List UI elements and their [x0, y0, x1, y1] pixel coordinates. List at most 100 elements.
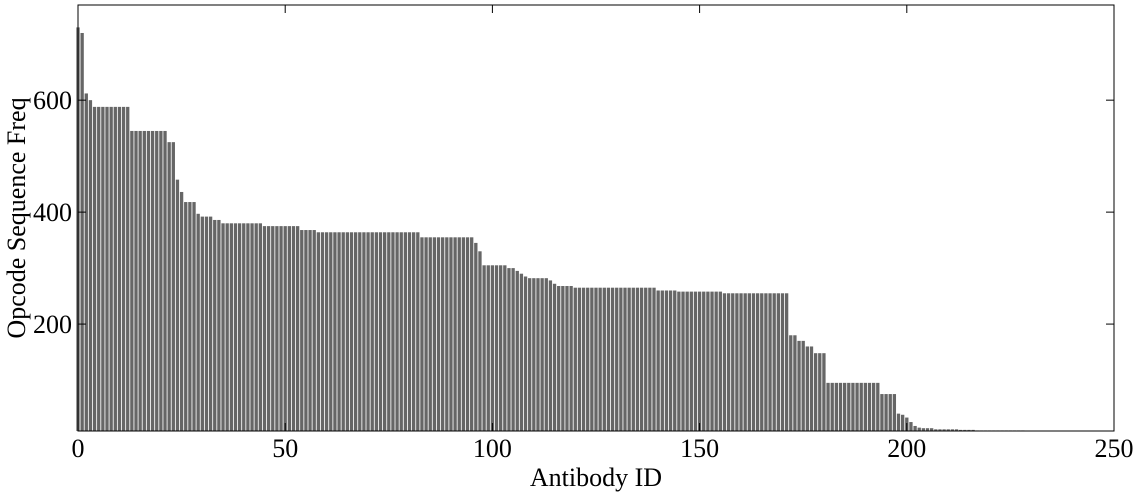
bar	[586, 287, 590, 431]
bar	[685, 291, 689, 431]
bar	[950, 429, 955, 431]
bar	[959, 429, 963, 431]
bar	[855, 382, 859, 431]
bar	[780, 293, 785, 431]
bar	[196, 213, 200, 431]
bar	[312, 230, 316, 431]
bar	[457, 237, 461, 431]
bar	[308, 230, 312, 431]
bar	[142, 130, 146, 431]
bar	[499, 265, 503, 431]
bar	[109, 106, 113, 431]
bar	[283, 226, 287, 431]
x-tick-label: 50	[272, 434, 298, 463]
bar	[353, 232, 358, 431]
bar	[689, 291, 693, 431]
bar	[449, 237, 453, 431]
bar	[474, 242, 478, 431]
bar	[146, 130, 151, 431]
bar	[213, 219, 217, 431]
bar	[192, 202, 196, 431]
bar	[478, 251, 482, 431]
bar	[432, 237, 437, 431]
bar	[606, 287, 611, 431]
bar	[295, 226, 300, 431]
bar	[743, 293, 747, 431]
bar	[631, 287, 635, 431]
bar	[590, 287, 594, 431]
bar	[697, 291, 702, 431]
y-tick-label: 200	[33, 310, 72, 339]
bar	[511, 268, 515, 431]
bar	[954, 429, 959, 431]
bar	[726, 293, 731, 431]
bar	[428, 237, 432, 431]
bar	[271, 226, 275, 431]
bar	[316, 232, 321, 431]
x-axis-label: Antibody ID	[530, 463, 662, 492]
bar	[441, 237, 445, 431]
bar	[470, 237, 474, 431]
bar	[963, 429, 967, 431]
bar	[254, 223, 258, 431]
bar	[797, 340, 801, 431]
bar	[465, 237, 470, 431]
bar	[702, 291, 706, 431]
bar	[250, 223, 254, 431]
bar	[528, 278, 532, 431]
bar	[594, 287, 598, 431]
bar	[391, 232, 395, 431]
plot-frame	[77, 4, 1115, 432]
bar	[644, 287, 648, 431]
bar	[652, 287, 656, 431]
bar	[482, 265, 486, 431]
bar	[329, 232, 333, 431]
bar	[258, 223, 262, 431]
bar	[793, 335, 797, 431]
bar	[461, 237, 466, 431]
bar	[913, 425, 917, 431]
bar	[324, 232, 329, 431]
bar	[105, 106, 109, 431]
bar	[320, 232, 325, 431]
bar	[822, 353, 826, 431]
bar	[859, 382, 863, 431]
bar	[863, 382, 868, 431]
bar	[420, 237, 424, 431]
bar	[834, 382, 839, 431]
bar	[557, 286, 561, 431]
bar	[229, 223, 233, 431]
bar	[84, 93, 88, 431]
bar	[204, 216, 209, 431]
bar	[175, 179, 180, 431]
x-tick-label: 200	[887, 434, 926, 463]
bar	[635, 287, 640, 431]
bar	[942, 429, 946, 431]
bar	[507, 268, 511, 431]
y-tick-label: 600	[33, 86, 72, 115]
bar	[615, 287, 619, 431]
bar	[523, 276, 528, 431]
bar	[399, 232, 403, 431]
bar	[925, 428, 930, 431]
bar	[967, 429, 971, 431]
bar	[287, 226, 292, 431]
bar	[366, 232, 370, 431]
bar	[876, 382, 880, 431]
bar	[370, 232, 374, 431]
bar	[896, 413, 901, 431]
bar	[971, 429, 975, 431]
bar	[519, 273, 524, 431]
bar	[648, 287, 652, 431]
bar	[374, 232, 379, 431]
bar	[888, 394, 892, 431]
bar	[387, 232, 391, 431]
bar	[755, 293, 760, 431]
bar	[171, 142, 175, 431]
bar	[167, 142, 171, 431]
bar	[188, 202, 192, 431]
bar	[818, 353, 822, 431]
bar	[871, 382, 876, 431]
bar	[453, 237, 457, 431]
